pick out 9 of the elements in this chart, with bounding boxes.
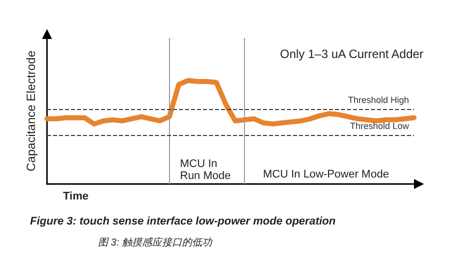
y-axis-title: Capacitance Electrode [24,50,38,172]
caption: Figure 3: touch sense interface low-power mode operation [30,216,336,228]
annotation: MCU In Run Mode [180,158,231,182]
ref-line-label: Threshold High [348,94,409,105]
annotation: MCU In Low-Power Mode [263,168,389,180]
caption: 图 3: 触摸感应接口的低功 [98,236,213,248]
ref-line-label: Threshold Low [350,120,410,131]
x-axis-title: Time [63,190,88,202]
text: Only 1–3 uA Current Adder [280,47,424,61]
